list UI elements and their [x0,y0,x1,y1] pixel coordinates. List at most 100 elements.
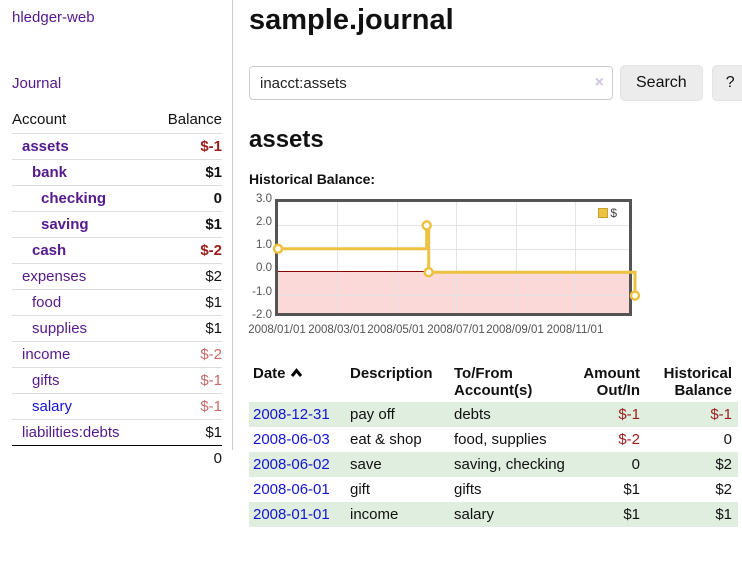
gridline [456,202,457,313]
x-tick: 2008/07/01 [427,324,485,336]
transaction-accounts: gifts [454,481,482,498]
transaction-balance: 0 [723,431,732,448]
transaction-description: pay off [350,406,395,423]
chart-title: Historical Balance: [249,171,376,187]
transaction-accounts: saving, checking [454,456,565,473]
account-row: supplies $1 [12,315,222,341]
x-tick: 2008/11/01 [546,324,604,336]
transaction-amount: $1 [623,506,640,523]
y-tick: -1.0 [252,286,272,298]
transaction-date-link[interactable]: 2008-06-01 [253,481,330,498]
account-row: income $-2 [12,341,222,367]
search-bar: × Search ? [249,65,742,101]
transaction-description: eat & shop [350,431,422,448]
transaction-amount: $-1 [618,406,640,423]
account-balance: $1 [205,320,222,337]
gridline [575,202,576,313]
account-balance: $-1 [200,372,222,389]
transaction-description: save [350,456,382,473]
account-link-liabilities-debts[interactable]: liabilities:debts [22,424,120,441]
register-header-row: Date Description To/From Account(s) Amou… [249,362,738,402]
transaction-date-link[interactable]: 2008-12-31 [253,406,330,423]
data-point-marker [629,290,641,301]
account-row: bank $1 [12,159,222,185]
plot-area: $ [272,199,641,316]
account-row: expenses $2 [12,263,222,289]
data-point-marker [272,243,284,255]
y-tick: -2.0 [252,309,272,321]
account-link-assets[interactable]: assets [22,138,69,155]
transaction-description: income [350,506,399,523]
transaction-accounts: debts [454,406,491,423]
x-tick: 2008/03/01 [308,324,366,336]
app-title-link[interactable]: hledger-web [12,9,95,26]
accounts-column-header: To/From Account(s) [454,365,533,399]
legend-label: $ [610,206,617,220]
help-button[interactable]: ? [711,65,742,101]
account-balance: $1 [205,424,222,441]
transaction-amount: 0 [631,456,640,473]
gridline [278,249,629,250]
account-link-bank[interactable]: bank [32,164,68,181]
gridline [397,202,398,313]
account-balance: $-2 [200,242,222,259]
legend-swatch-icon [598,208,609,218]
x-tick: 2008/09/01 [486,324,544,336]
y-tick: 2.0 [256,216,272,228]
account-row: checking 0 [12,185,222,211]
nav-journal-link[interactable]: Journal [12,75,62,92]
transaction-date-link[interactable]: 2008-06-03 [253,431,330,448]
transaction-row: 2008-01-01 income salary $1 $1 [249,502,738,527]
account-link-checking[interactable]: checking [41,190,107,207]
account-link-saving[interactable]: saving [41,216,89,233]
transaction-balance: $1 [715,506,732,523]
account-balance: $-1 [200,398,222,415]
account-link-food[interactable]: food [32,294,62,311]
date-header-label: Date [253,365,286,382]
transaction-row: 2008-06-03 eat & shop food, supplies $-2… [249,427,738,452]
register-table: Date Description To/From Account(s) Amou… [249,362,738,527]
historical-balance-chart: 3.0 2.0 1.0 0.0 -1.0 -2.0 [248,193,737,341]
account-row: salary $-1 [12,393,222,419]
data-point-marker [423,266,434,278]
date-column-header[interactable]: Date [249,362,346,402]
account-row: food $1 [12,289,222,315]
transaction-amount: $-2 [618,431,640,448]
clear-search-icon[interactable]: × [594,74,604,91]
account-link-supplies[interactable]: supplies [32,320,88,337]
balance-series-line [272,220,641,301]
account-link-cash[interactable]: cash [32,242,67,259]
account-balance: 0 [213,190,222,207]
account-row: assets $-1 [12,133,222,159]
transaction-amount: $1 [623,481,640,498]
transaction-row: 2008-06-02 save saving, checking 0 $2 [249,452,738,477]
gridline [278,295,629,296]
account-link-income[interactable]: income [22,346,71,363]
transaction-date-link[interactable]: 2008-06-02 [253,456,330,473]
chart-legend: $ [596,205,619,221]
transaction-balance: $-1 [710,406,732,423]
description-column-header: Description [350,365,433,382]
balance-column-header: Historical Balance [663,365,732,399]
account-link-salary[interactable]: salary [32,398,73,415]
account-link-gifts[interactable]: gifts [32,372,60,389]
data-point-marker [421,220,432,231]
y-tick: 0.0 [256,262,272,274]
accounts-total-row: 0 [12,445,222,471]
account-link-expenses[interactable]: expenses [22,268,87,285]
account-heading: assets [249,126,324,153]
transaction-accounts: food, supplies [454,431,547,448]
account-balance: $1 [205,294,222,311]
transaction-accounts: salary [454,506,495,523]
sort-ascending-icon [290,365,303,382]
x-tick: 2008/05/01 [367,324,425,336]
transaction-balance: $2 [715,456,732,473]
account-balance: $2 [205,268,222,285]
transaction-row: 2008-06-01 gift gifts $1 $2 [249,477,738,502]
accounts-total-value: 0 [213,450,222,467]
account-balance: $1 [205,216,222,233]
search-input[interactable] [249,66,613,100]
transaction-date-link[interactable]: 2008-01-01 [253,506,330,523]
search-button[interactable]: Search [620,65,703,101]
y-tick: 3.0 [256,193,272,205]
